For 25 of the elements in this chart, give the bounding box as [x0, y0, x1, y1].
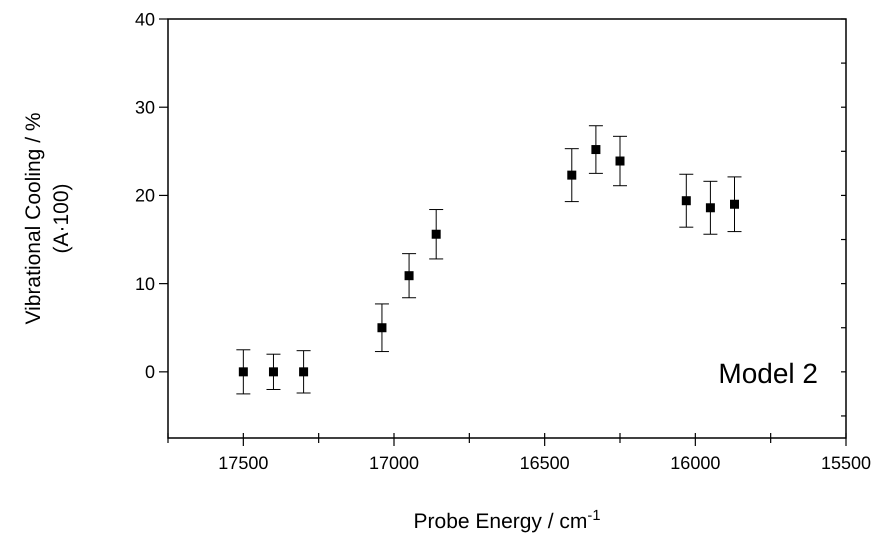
point	[730, 200, 740, 209]
point	[299, 367, 308, 376]
point	[616, 156, 624, 166]
y-tick-label: 10	[134, 274, 155, 294]
point	[268, 367, 278, 376]
y-tick-label: 0	[144, 362, 155, 382]
point	[432, 230, 441, 239]
point	[706, 203, 715, 212]
y-tick-label: 40	[134, 9, 155, 30]
point	[567, 170, 576, 180]
x-axis-title: Probe Energy / cm$^{-1}$	[414, 508, 600, 533]
y-axis-title: Vibrational Cooling / % (A·100)	[22, 112, 73, 325]
point	[682, 196, 691, 206]
y-tick-label: 20	[134, 186, 155, 206]
x-tick-label: 15500	[820, 453, 872, 473]
point	[377, 323, 386, 332]
point	[238, 367, 248, 376]
point	[591, 145, 600, 154]
x-tick-label: 16500	[520, 453, 570, 473]
x-tick-label: 17500	[218, 453, 268, 473]
point	[404, 271, 414, 280]
y-tick-label: 30	[134, 98, 155, 118]
x-tick-label: 16000	[670, 453, 720, 473]
annotation: Model 2	[718, 358, 818, 389]
x-tick-label: 17000	[368, 453, 420, 473]
